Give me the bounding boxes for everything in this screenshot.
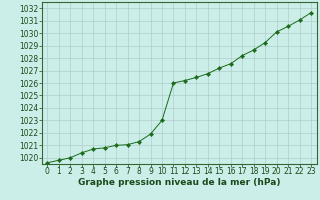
X-axis label: Graphe pression niveau de la mer (hPa): Graphe pression niveau de la mer (hPa) bbox=[78, 178, 280, 187]
